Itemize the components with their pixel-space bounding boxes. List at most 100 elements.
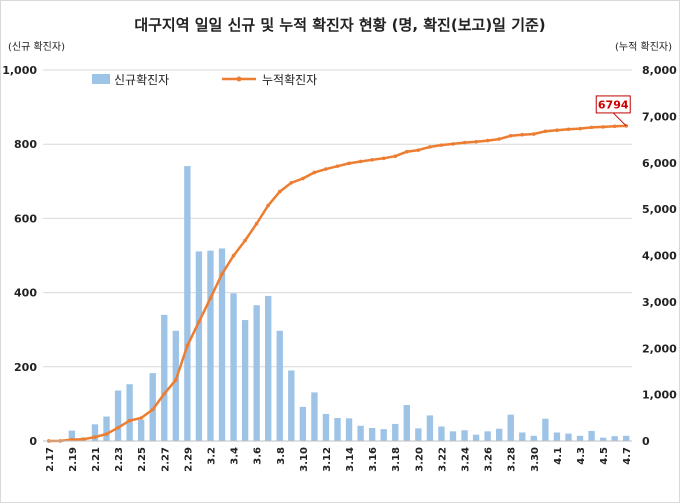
y-right-tick-label: 1,000 — [642, 389, 677, 402]
line-point — [220, 272, 224, 276]
line-point — [404, 149, 409, 154]
bar — [519, 432, 526, 441]
line-point — [104, 432, 109, 436]
line-point — [393, 154, 398, 159]
bar — [542, 418, 549, 441]
legend-swatch-bar — [92, 74, 110, 84]
y-left-axis-label: (신규 확진자) — [8, 41, 65, 53]
x-tick-label: 2.25 — [137, 447, 148, 472]
bar — [126, 384, 133, 441]
line-point — [301, 176, 305, 181]
x-tick-label: 3.18 — [391, 447, 402, 472]
annotation-label: 6794 — [598, 98, 629, 111]
x-tick-label: 3.10 — [299, 447, 310, 472]
bar — [172, 330, 179, 441]
x-tick-label: 3.30 — [530, 447, 541, 472]
bar — [484, 431, 491, 441]
line-point — [266, 203, 271, 208]
bar — [311, 392, 318, 441]
line-point — [601, 125, 605, 129]
line-point — [497, 137, 501, 141]
line-point — [335, 164, 340, 168]
line-point — [324, 167, 328, 171]
x-tick-label: 2.19 — [68, 447, 79, 472]
line-point — [462, 140, 467, 145]
bar — [357, 425, 364, 441]
line-point — [127, 418, 132, 423]
y-left-tick-label: 600 — [14, 212, 37, 225]
bar — [253, 305, 260, 441]
bar — [265, 295, 272, 441]
bar — [322, 413, 330, 441]
axes: 0 200 400 600 800 1,000 0 1,000 2,000 3,000 4,000 5… — [2, 64, 677, 472]
bar — [195, 251, 203, 441]
bar — [599, 437, 607, 441]
line-point — [162, 391, 167, 396]
line-point — [243, 238, 247, 243]
x-tick-label: 3.12 — [322, 447, 333, 472]
y-right-tick-label: 3,000 — [642, 296, 677, 309]
line-point — [485, 138, 490, 143]
bar — [449, 431, 457, 441]
bar — [496, 428, 503, 441]
x-tick-label: 4.3 — [576, 447, 587, 465]
bar — [576, 435, 584, 441]
bar — [472, 434, 480, 441]
line-point — [555, 128, 559, 132]
line-point — [508, 133, 513, 138]
bar — [218, 248, 226, 441]
x-tick-label: 3.8 — [276, 447, 287, 465]
annotation-leader — [612, 112, 627, 127]
y-left-tick-label: 0 — [29, 435, 37, 448]
y-left-tick-label: 1,000 — [2, 64, 37, 77]
line-point — [520, 132, 525, 137]
line-point — [370, 158, 374, 162]
bar — [368, 428, 376, 441]
bar — [426, 415, 434, 441]
x-tick-label: 3.26 — [484, 447, 495, 472]
line-series — [46, 124, 629, 443]
bar — [392, 423, 399, 441]
bar — [588, 430, 595, 441]
line-point — [578, 126, 582, 131]
bar — [623, 435, 630, 441]
bar — [334, 417, 341, 441]
y-right-tick-label: 0 — [642, 435, 650, 448]
line-point — [439, 143, 444, 147]
line-point — [93, 435, 97, 439]
line-point — [566, 127, 571, 132]
x-tick-label: 3.6 — [253, 447, 264, 465]
line-point — [451, 142, 455, 146]
y-right-tick-label: 7,000 — [642, 110, 677, 123]
x-tick-label: 4.7 — [622, 447, 633, 465]
bar — [276, 330, 283, 441]
line-point — [81, 437, 86, 441]
bar — [461, 430, 468, 441]
y-left-tick-label: 400 — [14, 287, 37, 300]
y-right-tick-label: 8,000 — [642, 64, 677, 77]
x-tick-label: 3.4 — [230, 447, 241, 465]
x-tick-label: 3.16 — [368, 447, 379, 472]
bar — [403, 405, 410, 441]
x-tick-label: 3.28 — [507, 447, 518, 472]
bar — [230, 293, 237, 441]
y-right-axis-label: (누적 확진자) — [615, 41, 672, 53]
x-tick-label: 2.23 — [114, 447, 125, 472]
y-left-tick-label: 800 — [14, 138, 37, 151]
y-right-tick-label: 6,000 — [642, 157, 677, 170]
x-tick-label: 2.21 — [91, 447, 102, 472]
bar — [103, 416, 110, 441]
x-tick-label: 2.29 — [183, 447, 194, 472]
y-right-tick-label: 2,000 — [642, 342, 677, 355]
line-point — [254, 221, 259, 226]
x-tick-label: 3.24 — [461, 447, 472, 472]
bar — [565, 433, 572, 441]
bar — [288, 370, 295, 441]
bar — [507, 414, 514, 441]
line-point — [185, 343, 190, 348]
bar — [553, 432, 561, 441]
x-tick-label: 2.27 — [160, 447, 171, 472]
line-point — [289, 180, 294, 185]
line-point — [277, 189, 282, 194]
